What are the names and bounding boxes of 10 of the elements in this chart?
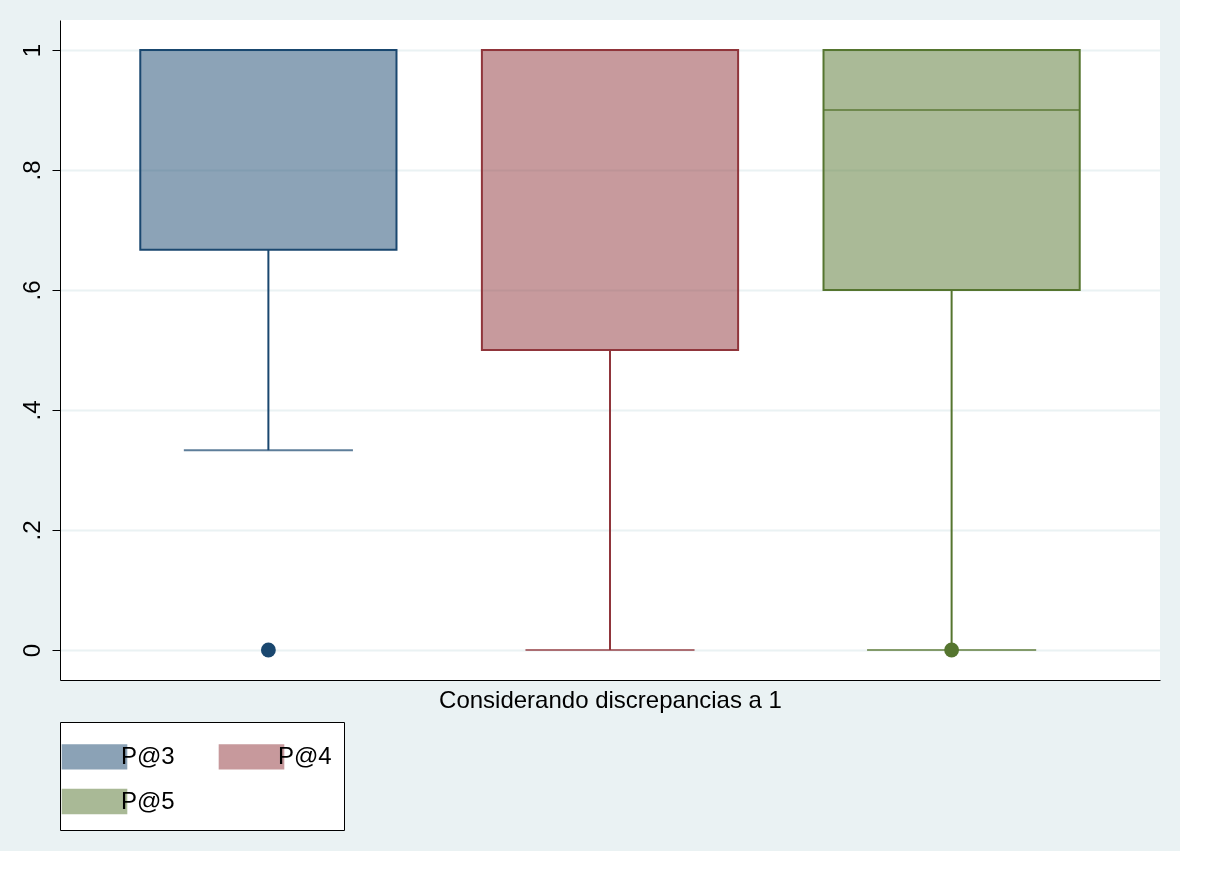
x-axis-title: Considerando discrepancias a 1 bbox=[439, 685, 782, 713]
y-tick-label: 0 bbox=[17, 643, 45, 658]
y-tick-label: .4 bbox=[17, 400, 45, 421]
y-tick-label: 1 bbox=[17, 43, 45, 58]
legend-label: P@3 bbox=[121, 741, 175, 769]
legend-label: P@5 bbox=[121, 786, 175, 814]
legend-label: P@4 bbox=[278, 741, 332, 769]
y-tick-label: .2 bbox=[17, 520, 45, 541]
y-tick-label: .6 bbox=[17, 280, 45, 301]
y-tick-label: .8 bbox=[17, 160, 45, 181]
